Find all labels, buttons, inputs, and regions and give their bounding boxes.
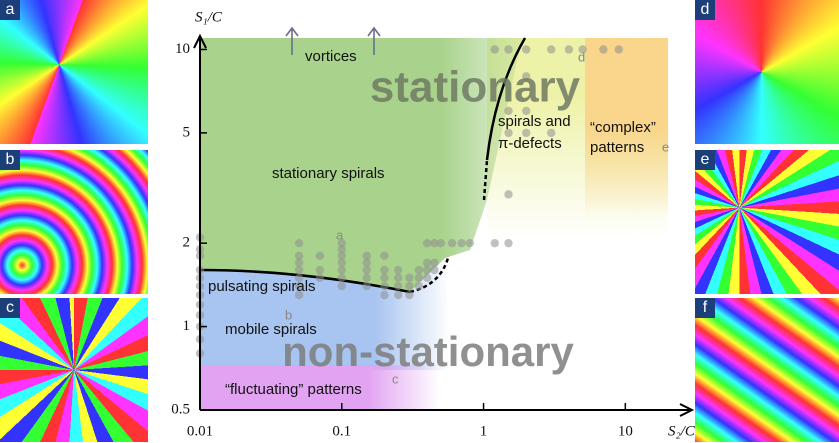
point (599, 45, 607, 53)
point (491, 45, 499, 53)
point (363, 282, 371, 290)
point (522, 45, 530, 53)
figure: a b c d e f S₁/C S₂/C vortices stationar… (0, 0, 839, 443)
point (491, 239, 499, 247)
point (316, 252, 324, 260)
point (316, 274, 324, 282)
x-tick-label: 0.1 (332, 423, 351, 439)
chart: S₁/C S₂/C vortices stationary stationary… (0, 0, 839, 443)
y-tick-label: 2 (183, 235, 191, 251)
point (405, 282, 413, 290)
point (457, 239, 465, 247)
region-label: stationary (370, 63, 581, 112)
region-label: “complex” (590, 119, 656, 136)
point (423, 259, 431, 267)
point (394, 274, 402, 282)
region-label: π-defects (498, 135, 562, 152)
x-tick-label: 10 (618, 423, 633, 439)
point (565, 45, 573, 53)
point (437, 239, 445, 247)
y-tick-label: 5 (183, 124, 191, 140)
point (415, 266, 423, 274)
point (380, 291, 388, 299)
point (380, 252, 388, 260)
point (316, 266, 324, 274)
point (448, 239, 456, 247)
point (394, 282, 402, 290)
point (380, 274, 388, 282)
point (615, 45, 623, 53)
point (295, 239, 303, 247)
point (363, 252, 371, 260)
region-label: “fluctuating” patterns (225, 381, 362, 398)
y-tick-label: 10 (175, 41, 190, 57)
y-axis-label: S₁/C (195, 9, 223, 25)
point (415, 282, 423, 290)
region-label: stationary spirals (272, 165, 385, 182)
y-tick-label: 1 (183, 318, 191, 334)
point-label: e (662, 139, 669, 154)
x-tick-label: 1 (480, 423, 488, 439)
point (423, 239, 431, 247)
y-tick-label: 0.5 (171, 401, 190, 417)
point (380, 282, 388, 290)
point (415, 274, 423, 282)
point (504, 45, 512, 53)
point (405, 274, 413, 282)
point (547, 45, 555, 53)
point (430, 259, 438, 267)
point (504, 239, 512, 247)
point (363, 274, 371, 282)
point-label: b (285, 307, 292, 322)
point (405, 291, 413, 299)
region-label: pulsating spirals (208, 278, 316, 295)
region-label: vortices (305, 48, 357, 65)
point (380, 266, 388, 274)
point (295, 266, 303, 274)
region-label: non-stationary (282, 328, 574, 375)
point (430, 266, 438, 274)
x-tick-label: 0.01 (187, 423, 213, 439)
x-axis-label: S₂/C (668, 423, 696, 439)
point-label: d (578, 49, 585, 64)
point (338, 282, 346, 290)
point (394, 291, 402, 299)
point (504, 190, 512, 198)
region-label: spirals and (498, 113, 571, 130)
point (423, 274, 431, 282)
point (338, 274, 346, 282)
region-label: patterns (590, 139, 644, 156)
point-label: a (336, 227, 344, 242)
point-label: c (392, 371, 399, 386)
point (363, 266, 371, 274)
point (423, 266, 431, 274)
point (338, 266, 346, 274)
point (466, 239, 474, 247)
point (295, 252, 303, 260)
point (394, 266, 402, 274)
